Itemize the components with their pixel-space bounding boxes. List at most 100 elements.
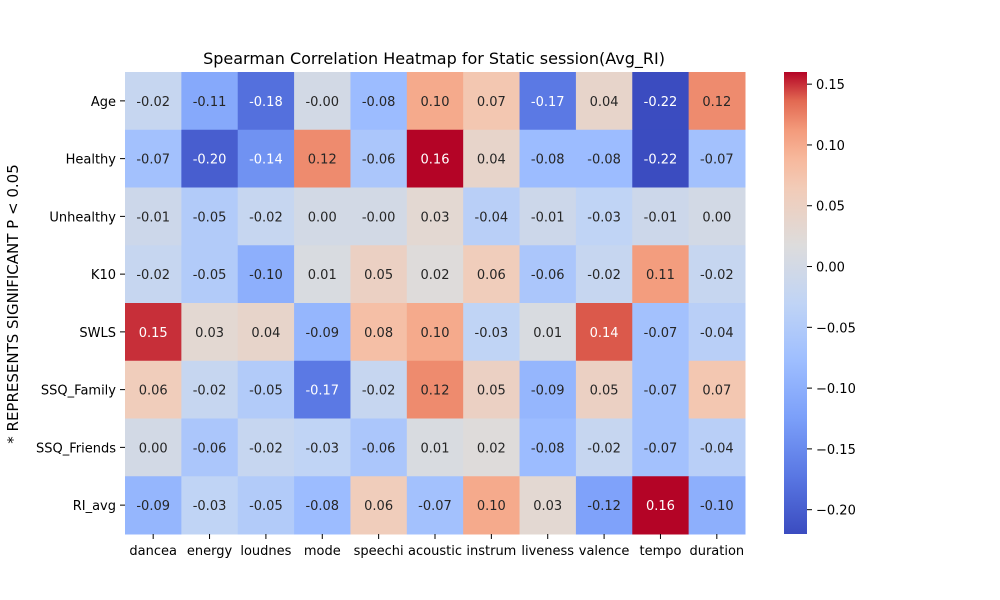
cell-value-label: -0.11 (193, 95, 227, 110)
cell-value-label: -0.07 (644, 326, 678, 341)
cell-value-label: -0.08 (531, 441, 565, 456)
heatmap-cell (688, 129, 746, 188)
heatmap-cell (350, 129, 408, 188)
cell-value-label: 0.05 (477, 384, 506, 399)
colorbar-tick-label: −0.20 (816, 504, 856, 519)
cell-value-label: 0.04 (251, 326, 280, 341)
cell-value-label: -0.03 (475, 326, 509, 341)
heatmap-cell (406, 360, 464, 419)
cell-value-label: -0.08 (305, 499, 339, 514)
heatmap-cell (406, 72, 464, 131)
heatmap-cell (463, 245, 521, 304)
cell-value-label: -0.09 (305, 326, 339, 341)
cell-value-label: 0.11 (646, 268, 675, 283)
cell-value-label: -0.02 (136, 268, 170, 283)
colorbar-gradient (784, 72, 807, 534)
heatmap-cell (575, 187, 633, 246)
cell-value-label: -0.03 (305, 441, 339, 456)
heatmap-cell (575, 245, 633, 304)
row-label: RI_avg (73, 499, 116, 514)
heatmap-cell (688, 187, 746, 246)
heatmap-cell (575, 303, 633, 362)
colorbar: 0.15 0.10 0.05 0.00 −0.05 −0.10 −0.15 −0.20 (784, 72, 856, 534)
cell-value-label: -0.07 (644, 384, 678, 399)
column-label: dancea (129, 544, 177, 559)
cell-value-label: 0.10 (477, 499, 506, 514)
cell-value-label: 0.16 (421, 153, 450, 168)
colorbar-tick-label: 0.10 (816, 139, 845, 154)
cell-value-label: 0.10 (421, 95, 450, 110)
row-label: K10 (91, 268, 116, 283)
heatmap-cell (181, 418, 239, 477)
heatmap-cell (294, 418, 351, 477)
heatmap-cell (463, 129, 521, 188)
cell-value-label: -0.02 (193, 384, 227, 399)
column-labels: dancea energy loudnes mode speechi acoustic in… (129, 534, 744, 559)
colorbar-tick-label: 0.00 (816, 261, 845, 276)
cell-value-label: 0.07 (477, 95, 506, 110)
heatmap-cell (237, 360, 295, 419)
cell-value-label: -0.02 (362, 384, 396, 399)
cell-value-label: -0.08 (362, 95, 396, 110)
heatmap-cell (350, 303, 408, 362)
row-label: SWLS (79, 326, 116, 341)
heatmap-cell (125, 418, 182, 477)
cell-value-label: 0.06 (477, 268, 506, 283)
column-label: energy (187, 544, 233, 559)
heatmap-cell (181, 245, 239, 304)
cell-value-label: -0.04 (475, 210, 509, 225)
heatmap-cell (406, 476, 464, 535)
heatmap-cell (688, 245, 746, 304)
colorbar-tick-label: −0.15 (816, 443, 856, 458)
heatmap-cell (575, 476, 633, 535)
cell-value-label: 0.00 (702, 210, 731, 225)
heatmap-cell (688, 72, 746, 131)
heatmap-cell (350, 187, 408, 246)
cell-value-label: -0.02 (249, 441, 283, 456)
heatmap-cell (125, 72, 182, 131)
heatmap-cell (406, 245, 464, 304)
heatmap-cell (632, 360, 690, 419)
heatmap-cell (463, 187, 521, 246)
heatmap-cell (181, 476, 239, 535)
row-labels: Age Healthy Unhealthy K10 SWLS SSQ_Family SSQ_… (36, 95, 125, 514)
heatmap-cell (463, 476, 521, 535)
heatmap-cell (125, 129, 182, 188)
heatmap-cell (181, 129, 239, 188)
heatmap-cell (125, 187, 182, 246)
heatmap-cell (463, 418, 521, 477)
cell-value-label: 0.02 (477, 441, 506, 456)
cell-value-label: -0.20 (193, 153, 227, 168)
cell-value-label: 0.12 (702, 95, 731, 110)
cell-value-label: -0.06 (193, 441, 227, 456)
heatmap-cell (519, 360, 577, 419)
heatmap-cell (519, 245, 577, 304)
cell-value-label: 0.14 (590, 326, 619, 341)
cell-value-label: 0.07 (702, 384, 731, 399)
cell-value-label: -0.07 (700, 153, 734, 168)
cell-value-label: -0.07 (136, 153, 170, 168)
heatmap-cell (237, 418, 295, 477)
cell-value-label: -0.08 (587, 153, 621, 168)
heatmap-cell (632, 303, 690, 362)
cell-value-label: -0.01 (136, 210, 170, 225)
cell-value-label: -0.05 (193, 268, 227, 283)
cell-value-label: 0.08 (364, 326, 393, 341)
cell-value-label: 0.00 (308, 210, 337, 225)
cell-value-label: 0.00 (139, 441, 168, 456)
column-label: mode (304, 544, 341, 559)
cell-value-label: 0.02 (421, 268, 450, 283)
cell-value-label: -0.02 (249, 210, 283, 225)
heatmap-cell (463, 72, 521, 131)
cell-value-label: -0.06 (531, 268, 565, 283)
column-label: instrum (466, 544, 516, 559)
heatmap-cell (294, 72, 351, 131)
heatmap-cell (575, 72, 633, 131)
heatmap-cell (294, 245, 351, 304)
cell-value-label: 0.05 (364, 268, 393, 283)
heatmap-cell (632, 187, 690, 246)
heatmap-cell (181, 303, 239, 362)
column-label: loudnes (240, 544, 291, 559)
heatmap-cell (125, 303, 182, 362)
y-axis-label: * REPRESENTS SIGNIFICANT P < 0.05 (4, 164, 22, 444)
